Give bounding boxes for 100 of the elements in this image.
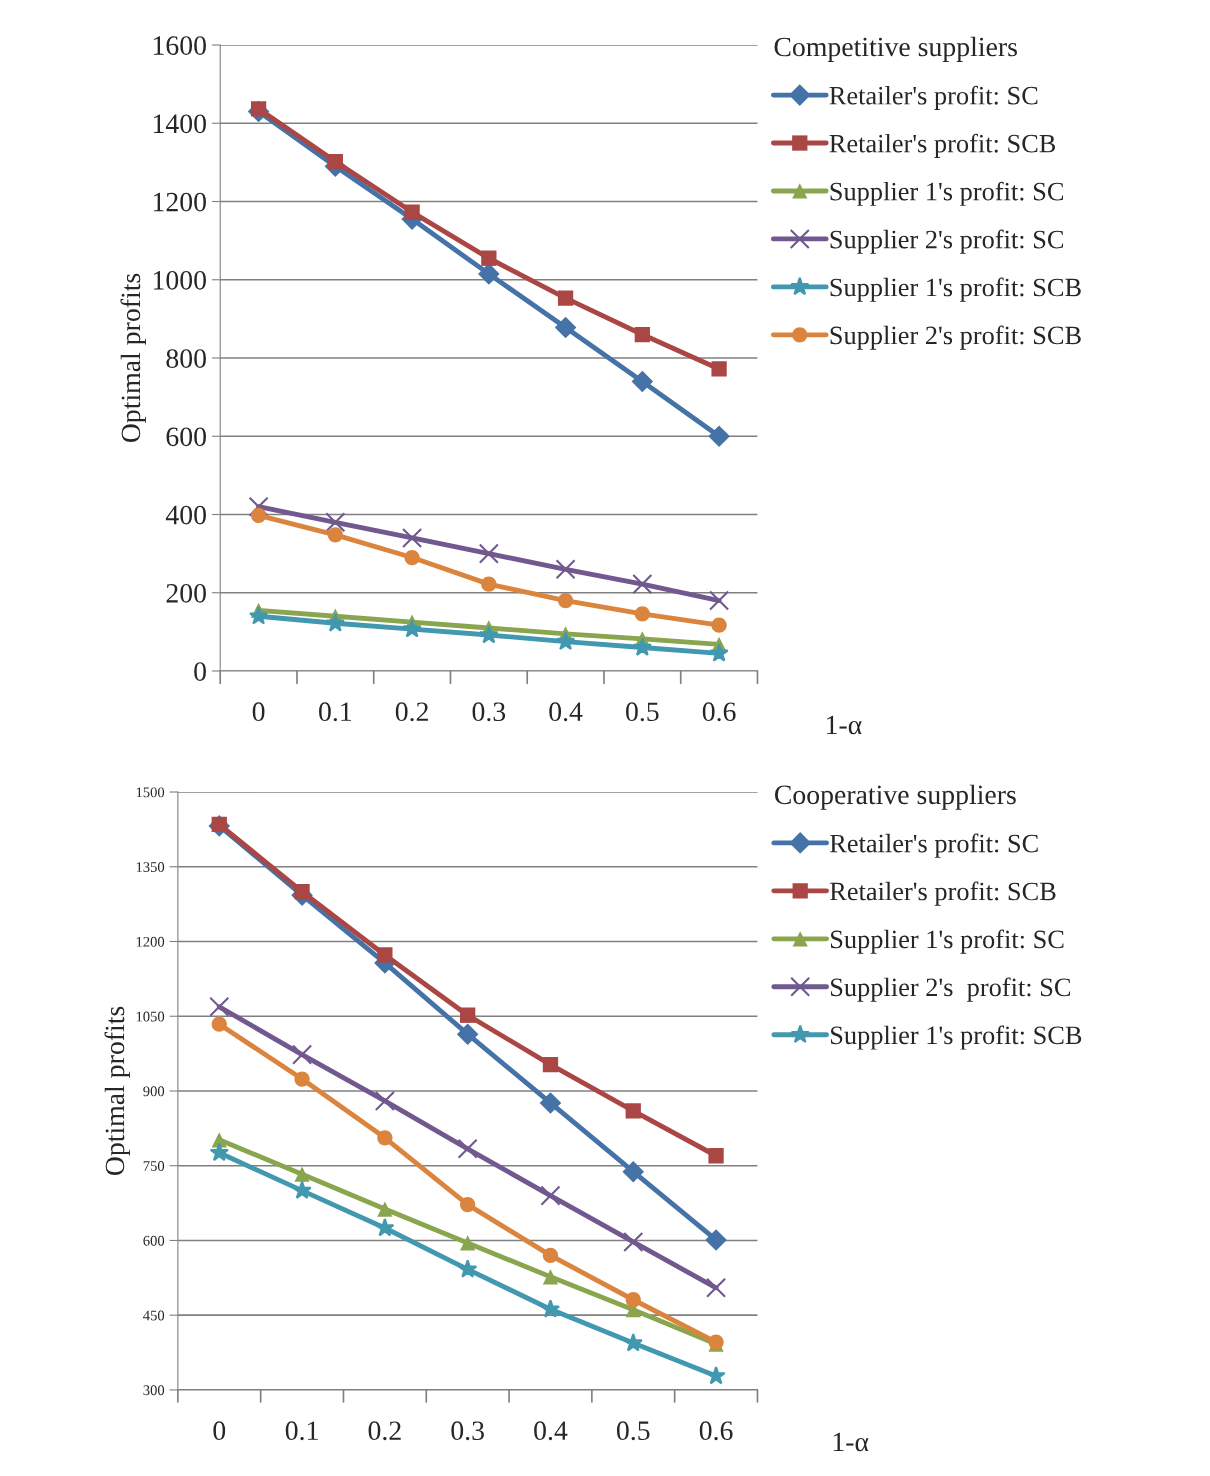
point — [294, 1071, 310, 1087]
point — [540, 1185, 561, 1206]
point — [557, 290, 574, 306]
point — [377, 1201, 393, 1217]
point — [374, 1090, 395, 1112]
point — [250, 507, 267, 523]
point — [705, 1229, 727, 1251]
y-tick-label: 1400 — [153, 114, 206, 134]
x-tick-label: 0.5 — [616, 1421, 650, 1441]
point — [709, 590, 730, 611]
point — [377, 947, 393, 963]
point — [327, 527, 343, 543]
legend-title: Cooperative suppliers — [774, 784, 1016, 810]
point — [375, 1217, 395, 1237]
y-tick-label: 1200 — [136, 936, 165, 947]
point — [555, 631, 576, 650]
x-tick-label: 0.2 — [368, 1421, 401, 1441]
y-tick-label: 750 — [143, 1161, 165, 1171]
y-tick-label: 450 — [143, 1310, 165, 1321]
point — [294, 1166, 310, 1182]
y-axis-title: Optimal profits — [104, 1006, 130, 1176]
x-tick-label: 0.3 — [451, 1421, 484, 1441]
point — [377, 1130, 393, 1146]
point — [292, 1044, 313, 1065]
point — [555, 559, 576, 580]
point — [209, 1142, 229, 1162]
legend-label: Supplier 1's profit: SCB — [830, 1025, 1082, 1050]
y-tick-label: 0 — [194, 662, 206, 681]
point — [211, 1016, 227, 1032]
point — [632, 637, 652, 656]
legend-label: Supplier 1's profit: SC — [830, 929, 1064, 954]
y-tick-label: 1600 — [153, 36, 206, 55]
point — [623, 1231, 644, 1253]
x-axis-title: 1-α — [833, 1432, 869, 1452]
point — [325, 512, 346, 533]
y-tick-label: 1200 — [153, 192, 206, 212]
point — [460, 1007, 476, 1023]
point — [711, 617, 727, 633]
point — [478, 263, 500, 285]
y-tick-label: 600 — [166, 427, 206, 447]
point — [327, 153, 343, 170]
y-tick-label: 600 — [143, 1235, 165, 1246]
legend-label: Retailer's profit: SC — [829, 85, 1038, 110]
point — [622, 1160, 645, 1183]
legend-label: Supplier 1's profit: SCB — [830, 277, 1081, 302]
point — [625, 1103, 641, 1119]
point — [292, 1180, 312, 1199]
point — [456, 1023, 479, 1045]
point — [478, 543, 499, 564]
point — [708, 425, 730, 448]
legend-label: Supplier 2's profit: SC — [830, 977, 1071, 1002]
legend-label: Retailer's profit: SCB — [829, 133, 1056, 158]
point — [460, 1196, 476, 1213]
legend-label: Supplier 2's profit: SCB — [830, 325, 1081, 350]
point — [631, 370, 654, 393]
point — [325, 613, 345, 632]
point — [540, 1299, 561, 1318]
point — [709, 643, 729, 662]
legend-title: Competitive suppliers — [774, 36, 1017, 62]
y-tick-label: 300 — [143, 1385, 165, 1396]
point — [404, 204, 420, 220]
legend-label: Supplier 2's profit: SC — [830, 229, 1064, 254]
y-tick-label: 800 — [166, 349, 206, 368]
point — [625, 1292, 641, 1308]
y-tick-label: 1500 — [136, 787, 165, 798]
point — [634, 326, 650, 343]
point — [632, 574, 653, 595]
y-axis-title: Optimal profits — [120, 273, 146, 443]
x-tick-label: 0.4 — [549, 702, 583, 722]
x-tick-label: 0.4 — [534, 1421, 568, 1441]
legend-label: Retailer's profit: SCB — [829, 881, 1056, 906]
point — [209, 996, 230, 1017]
y-tick-label: 1050 — [136, 1011, 165, 1022]
y-tick-label: 200 — [166, 583, 206, 603]
point — [481, 576, 497, 592]
y-tick-label: 1350 — [136, 862, 165, 872]
point — [542, 1269, 559, 1285]
point — [711, 361, 727, 377]
y-tick-label: 900 — [143, 1086, 165, 1097]
point — [708, 1148, 724, 1164]
point — [706, 1365, 726, 1385]
point — [457, 1138, 478, 1159]
point — [458, 1259, 478, 1278]
x-tick-label: 0.3 — [472, 702, 506, 722]
point — [479, 624, 499, 644]
legend-label: Supplier 1's profit: SC — [830, 181, 1064, 206]
x-tick-label: 0.6 — [699, 1421, 733, 1441]
point — [623, 1333, 643, 1352]
point — [402, 527, 423, 549]
point — [402, 619, 422, 638]
point — [248, 496, 269, 517]
point — [294, 884, 310, 900]
point — [404, 549, 420, 566]
point — [705, 1277, 727, 1298]
x-tick-label: 0.1 — [319, 702, 352, 722]
point — [557, 592, 574, 609]
x-tick-label: 0 — [213, 1421, 226, 1441]
point — [539, 1092, 562, 1114]
y-tick-label: 400 — [165, 505, 206, 525]
x-tick-label: 0.1 — [285, 1421, 318, 1441]
